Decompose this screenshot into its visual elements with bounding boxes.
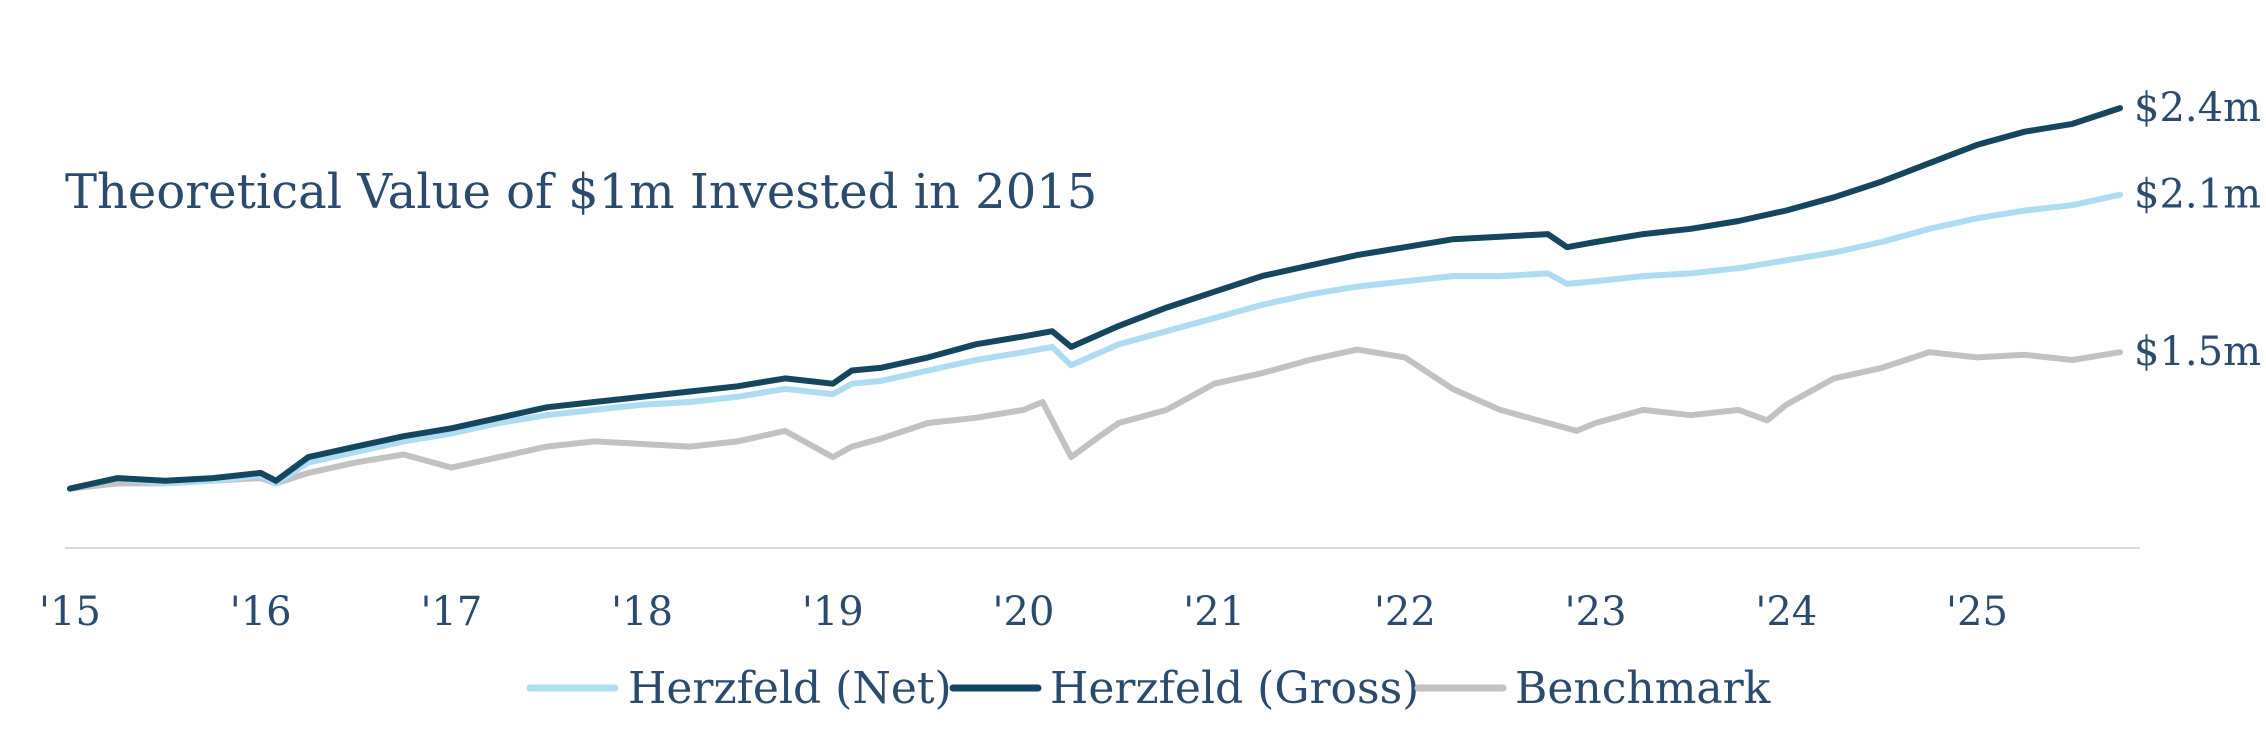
x-tick-label: '22	[1374, 589, 1436, 635]
legend-label: Benchmark	[1515, 663, 1771, 714]
end-label-herzfeld-gross: $2.4m	[2134, 85, 2261, 131]
legend-item-herzfeld-net: Herzfeld (Net)	[526, 663, 952, 714]
legend-label: Herzfeld (Net)	[628, 663, 952, 714]
legend: Herzfeld (Net) Herzfeld (Gross) Benchmark	[526, 663, 1771, 714]
end-label-herzfeld-net: $2.1m	[2134, 172, 2261, 218]
x-tick-label: '19	[802, 589, 864, 635]
legend-label: Herzfeld (Gross)	[1050, 663, 1419, 714]
series-layer	[67, 105, 2123, 492]
x-tick-label: '24	[1755, 589, 1817, 635]
end-label-benchmark: $1.5m	[2134, 329, 2261, 375]
x-tick-label: '20	[993, 589, 1055, 635]
x-tick-label: '18	[611, 589, 673, 635]
x-tick-label: '15	[39, 589, 101, 635]
x-tick-labels: '15 '16 '17 '18 '19 '20 '21 '22 '23 '24 '25	[39, 589, 2008, 635]
x-tick-label: '23	[1565, 589, 1627, 635]
x-tick-label: '25	[1946, 589, 2008, 635]
legend-item-benchmark: Benchmark	[1414, 663, 1771, 714]
series-line-herzfeld-gross	[67, 105, 2123, 492]
x-tick-label: '21	[1183, 589, 1245, 635]
end-labels: $2.1m $2.4m $1.5m	[2134, 85, 2261, 375]
series-line-benchmark	[67, 346, 2123, 492]
x-tick-label: '16	[230, 589, 292, 635]
series-line-herzfeld-net	[67, 191, 2123, 492]
legend-item-herzfeld-gross: Herzfeld (Gross)	[949, 663, 1419, 714]
x-tick-label: '17	[420, 589, 482, 635]
chart-title: Theoretical Value of $1m Invested in 201…	[65, 164, 1097, 220]
